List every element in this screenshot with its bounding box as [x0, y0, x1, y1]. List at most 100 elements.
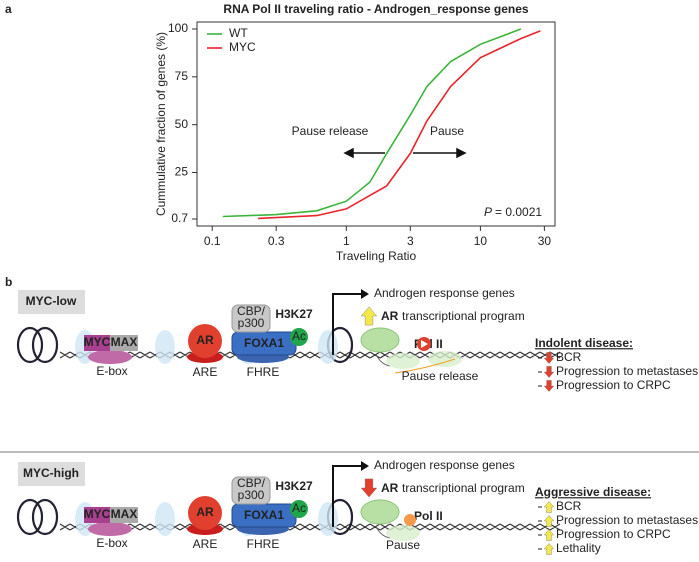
ac-circle	[290, 500, 308, 518]
program-bold: AR	[381, 481, 399, 495]
section-label: MYC-low	[26, 294, 77, 308]
p-symbol: P	[484, 205, 492, 219]
are-label: ARE	[193, 365, 218, 379]
series-line	[222, 28, 522, 218]
disease-item: Progression to metastases	[556, 513, 698, 527]
annotation: Pause release	[292, 124, 369, 138]
program: transcriptional program	[402, 481, 525, 495]
cbp: p300	[238, 316, 265, 330]
pol-ii-move	[375, 525, 391, 539]
pol-ii-faded	[386, 353, 420, 369]
fhre-label: FHRE	[247, 537, 280, 551]
fhre-label: FHRE	[247, 365, 280, 379]
p-value: = 0.0021	[495, 205, 542, 219]
down-arrow	[543, 352, 555, 364]
foxa1: FOXA1	[244, 336, 284, 350]
nucleosome	[318, 502, 338, 536]
section-label-box	[18, 290, 85, 314]
x-tick-label: 0.3	[268, 234, 285, 248]
tss-head	[361, 461, 369, 471]
cbp: CBP/	[237, 304, 266, 318]
target: Androgen response genes	[374, 458, 515, 472]
down-arrow	[360, 478, 378, 498]
tss-arrow	[332, 465, 362, 527]
max: MAX	[111, 507, 138, 521]
target: Androgen response genes	[374, 286, 515, 300]
dna	[59, 351, 561, 359]
ac: Ac	[292, 329, 306, 343]
ebox-label: E-box	[96, 536, 127, 550]
ar: AR	[196, 333, 214, 347]
dna	[59, 523, 561, 531]
ac: Ac	[292, 501, 306, 515]
cbp: p300	[238, 488, 265, 502]
pol-ii-label: Pol II	[414, 509, 443, 523]
tss-head	[361, 289, 369, 299]
disease-item: BCR	[556, 350, 582, 364]
panel-label: b	[5, 275, 12, 289]
ar: AR	[196, 505, 214, 519]
chromatin-loop	[31, 498, 59, 536]
disease-title: Indolent disease:	[535, 336, 633, 350]
program: transcriptional program	[402, 309, 525, 323]
disease-item: Progression to CRPC	[556, 378, 671, 392]
section-label-box	[18, 462, 85, 486]
up-arrow	[543, 543, 555, 555]
ebox-label: E-box	[96, 364, 127, 378]
program-bold: AR	[381, 309, 399, 323]
ebox	[88, 522, 132, 536]
chart-title: RNA Pol II traveling ratio - Androgen_re…	[223, 2, 528, 16]
ar-circle	[188, 324, 222, 358]
pause-icon	[404, 514, 416, 526]
y-tick-label: 25	[175, 165, 189, 179]
x-axis-label: Traveling Ratio	[336, 249, 417, 263]
cbp-box	[231, 304, 271, 333]
disease-item: Progression to metastases	[556, 364, 698, 378]
max-box	[110, 335, 138, 351]
legend-label: WT	[229, 26, 248, 40]
tss-arrow	[332, 293, 362, 355]
down-arrow	[543, 380, 555, 392]
pause-label: Pause	[386, 538, 420, 552]
up-arrow	[360, 306, 378, 326]
ar-circle	[188, 496, 222, 530]
x-tick-label: 10	[474, 234, 488, 248]
h3k27: H3K27	[275, 307, 313, 321]
y-axis-label: Cummulative fraction of genes (%)	[154, 32, 168, 216]
myc: MYC	[84, 335, 111, 349]
ac-circle	[290, 328, 308, 346]
foxa1: FOXA1	[244, 508, 284, 522]
section-label: MYC-high	[23, 466, 79, 480]
ebox	[88, 350, 132, 364]
x-tick-label: 30	[538, 234, 552, 248]
chromatin-loop	[16, 326, 44, 364]
up-arrow	[543, 529, 555, 541]
annotation: Pause	[430, 124, 464, 138]
pause-label: Pause release	[402, 369, 479, 383]
y-tick-label: 0.7	[171, 211, 188, 225]
chromatin-loop	[31, 326, 59, 364]
disease-item: Lethality	[556, 541, 601, 555]
pol-ii	[360, 327, 400, 353]
series-line	[258, 30, 541, 220]
nucleosome	[155, 330, 175, 364]
nucleosome	[318, 330, 338, 364]
up-arrow	[543, 515, 555, 527]
x-tick-label: 0.1	[204, 234, 221, 248]
y-tick-label: 100	[168, 21, 188, 35]
disease-title: Aggressive disease:	[535, 485, 651, 499]
x-tick-label: 1	[343, 234, 350, 248]
plot-frame	[196, 21, 556, 227]
y-tick-label: 75	[175, 69, 189, 83]
cbp: CBP/	[237, 476, 266, 490]
max-box	[110, 507, 138, 523]
release-play	[421, 340, 428, 348]
nucleosome	[155, 502, 175, 536]
cbp-box	[231, 476, 271, 505]
max: MAX	[111, 335, 138, 349]
pol-ii-faded	[428, 351, 462, 367]
panel-label: a	[5, 2, 12, 16]
pol-ii-move	[375, 353, 391, 367]
pol-ii-faded	[386, 525, 420, 541]
